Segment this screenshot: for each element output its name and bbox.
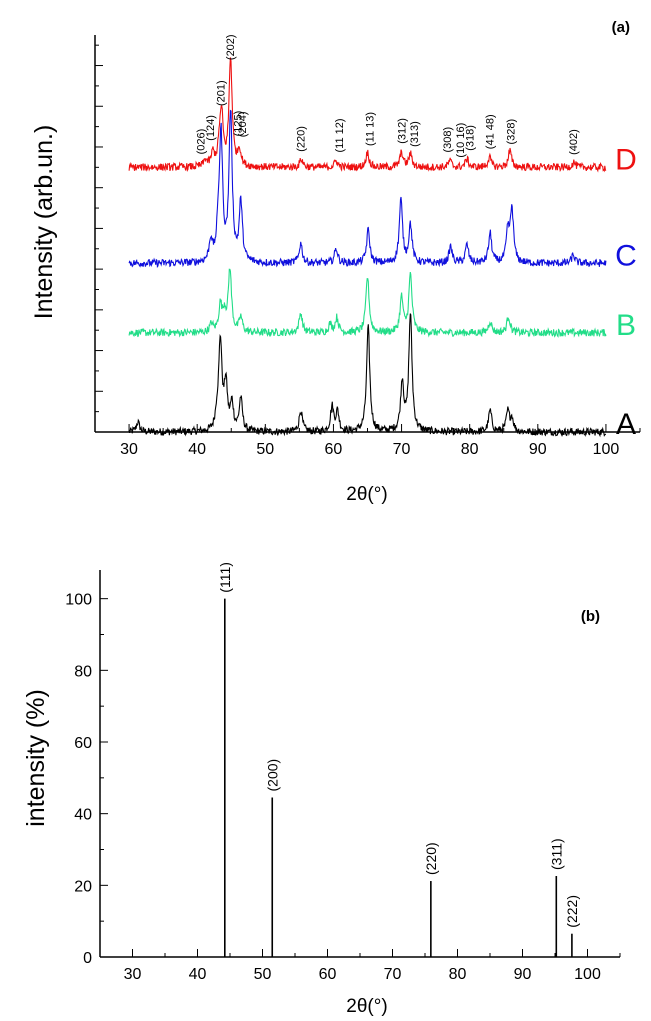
y-tick-label: 100 (65, 592, 92, 609)
y-tick-label: 20 (74, 878, 92, 895)
peak-annotation: (201) (215, 80, 227, 106)
x-tick-label: 60 (325, 441, 343, 458)
x-tick-label: 70 (393, 441, 411, 458)
peak-annotation: (10 16) (455, 123, 467, 158)
peak-annotation: (318) (465, 125, 477, 151)
panel-b-label: (b) (581, 608, 600, 625)
peak-annotation: (026) (196, 129, 208, 155)
bar-label: (220) (423, 842, 439, 875)
series-line-D (128, 57, 607, 173)
series-line-C (128, 109, 607, 268)
panel-a-x-axis-label: 2θ(°) (346, 484, 387, 505)
series-name-B: B (616, 309, 636, 342)
peak-annotation: (11 13) (365, 112, 377, 146)
x-tick-label: 60 (319, 966, 337, 983)
series-name-C: C (615, 239, 637, 272)
x-tick-label: 90 (529, 441, 547, 458)
panel-a-series (128, 57, 607, 438)
y-tick-label: 80 (74, 663, 92, 680)
x-tick-label: 70 (384, 966, 402, 983)
panel-b-reference-pattern: 0 20 40 60 80 100 30 40 50 60 70 80 90 100 (111) (200… (22, 562, 621, 1017)
x-tick-label: 100 (593, 441, 620, 458)
x-tick-label: 80 (449, 966, 467, 983)
x-tick-label: 40 (188, 441, 206, 458)
y-tick-label: 60 (74, 735, 92, 752)
panel-b-x-ticks: 30 40 50 60 70 80 90 100 (99, 949, 621, 983)
panel-a-peak-annotations: (026)(124) (201) (202) (125)(204) (220) (11 1… (196, 34, 581, 157)
peak-annotation: (11 12) (334, 118, 346, 152)
x-tick-label: 80 (461, 441, 479, 458)
peak-annotation: (308) (442, 127, 454, 153)
panel-a-label: (a) (612, 19, 630, 36)
x-tick-label: 90 (514, 966, 532, 983)
series-line-B (128, 268, 607, 338)
x-tick-label: 100 (574, 966, 601, 983)
peak-annotation: (204) (237, 112, 249, 138)
panel-b-y-ticks: 0 20 40 60 80 100 (65, 592, 108, 967)
x-tick-label: 30 (124, 966, 142, 983)
panel-b-bar-labels: (111) (200) (220) (311) (222) (217, 562, 580, 928)
peak-annotation: (125) (232, 111, 244, 137)
y-tick-label: 0 (83, 950, 92, 967)
peak-annotation: (202) (225, 34, 237, 60)
y-tick-label: 40 (74, 807, 92, 824)
panel-b-x-axis-label: 2θ(°) (346, 996, 387, 1017)
panel-a-y-axis-label: Intensity (arb.un.) (30, 125, 58, 320)
bar-label: (111) (217, 562, 233, 593)
peak-annotation: (328) (506, 119, 518, 145)
x-tick-label: 30 (120, 441, 138, 458)
panel-b-bars (224, 598, 573, 957)
panel-a-x-ticks: 30 40 50 60 70 80 90 100 (94, 424, 641, 458)
series-name-A: A (616, 408, 636, 441)
peak-annotation: (41 48) (484, 114, 496, 149)
peak-annotation: (313) (409, 121, 421, 147)
bar-label: (200) (264, 759, 280, 792)
bar-label: (222) (564, 895, 580, 928)
panel-a-xrd-patterns: 30 40 50 60 70 80 90 100 (026)(124) (201) (202) (1… (30, 19, 641, 505)
series-name-D: D (615, 143, 637, 176)
x-tick-label: 50 (256, 441, 274, 458)
bar-label: (311) (548, 838, 564, 870)
panel-a-series-names: A B C D (615, 143, 637, 441)
peak-annotation: (312) (397, 118, 409, 144)
peak-annotation: (402) (568, 129, 580, 155)
panel-a-y-ticks (95, 44, 103, 413)
series-line-A (128, 313, 607, 438)
x-tick-label: 50 (254, 966, 272, 983)
x-tick-label: 40 (189, 966, 207, 983)
peak-annotation: (220) (296, 126, 308, 152)
peak-annotation: (124) (205, 115, 217, 141)
panel-b-y-axis-label: intensity (%) (22, 689, 50, 827)
